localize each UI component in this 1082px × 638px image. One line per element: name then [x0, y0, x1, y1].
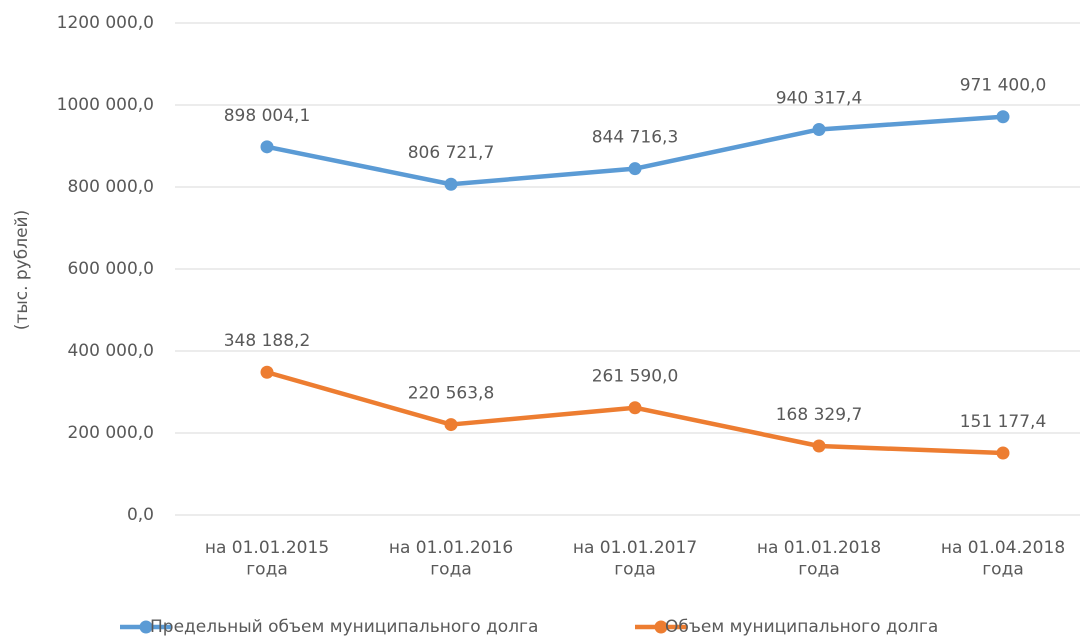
data-label: 168 329,7: [776, 405, 863, 425]
x-tick-label: на 01.01.2017 года: [573, 538, 697, 579]
data-label: 971 400,0: [960, 76, 1047, 96]
data-point: [996, 110, 1010, 124]
legend-label: Объем муниципального долга: [665, 617, 938, 637]
legend-marker: [139, 620, 153, 634]
y-tick-label: 400 000,0: [67, 341, 154, 361]
y-tick-label: 200 000,0: [67, 423, 154, 443]
data-label: 348 188,2: [224, 331, 311, 351]
data-point: [628, 401, 642, 415]
y-tick-label: 1200 000,0: [57, 13, 154, 33]
x-tick-label: на 01.01.2018 года: [757, 538, 881, 579]
data-label: 940 317,4: [776, 88, 863, 108]
y-tick-label: 600 000,0: [67, 259, 154, 279]
y-tick-label: 0,0: [127, 505, 154, 525]
x-tick-label: на 01.04.2018 года: [941, 538, 1065, 579]
data-point: [260, 365, 274, 379]
data-point: [444, 418, 458, 432]
y-axis-label: (тыс. рублей): [12, 210, 32, 330]
x-tick-label: на 01.01.2015 года: [205, 538, 329, 579]
data-label: 898 004,1: [224, 106, 311, 126]
legend-marker: [654, 620, 668, 634]
data-point: [996, 446, 1010, 460]
data-point: [812, 122, 826, 136]
legend-label: Предельный объем муниципального долга: [150, 617, 538, 637]
data-label: 806 721,7: [408, 143, 495, 163]
y-tick-label: 1000 000,0: [57, 95, 154, 115]
data-point: [812, 439, 826, 453]
data-point: [444, 177, 458, 191]
data-point: [628, 162, 642, 176]
data-label: 220 563,8: [408, 384, 495, 404]
data-label: 844 716,3: [592, 128, 679, 148]
x-tick-label: на 01.01.2016 года: [389, 538, 513, 579]
data-label: 151 177,4: [960, 412, 1047, 432]
data-point: [260, 140, 274, 154]
y-tick-label: 800 000,0: [67, 177, 154, 197]
data-label: 261 590,0: [592, 367, 679, 387]
